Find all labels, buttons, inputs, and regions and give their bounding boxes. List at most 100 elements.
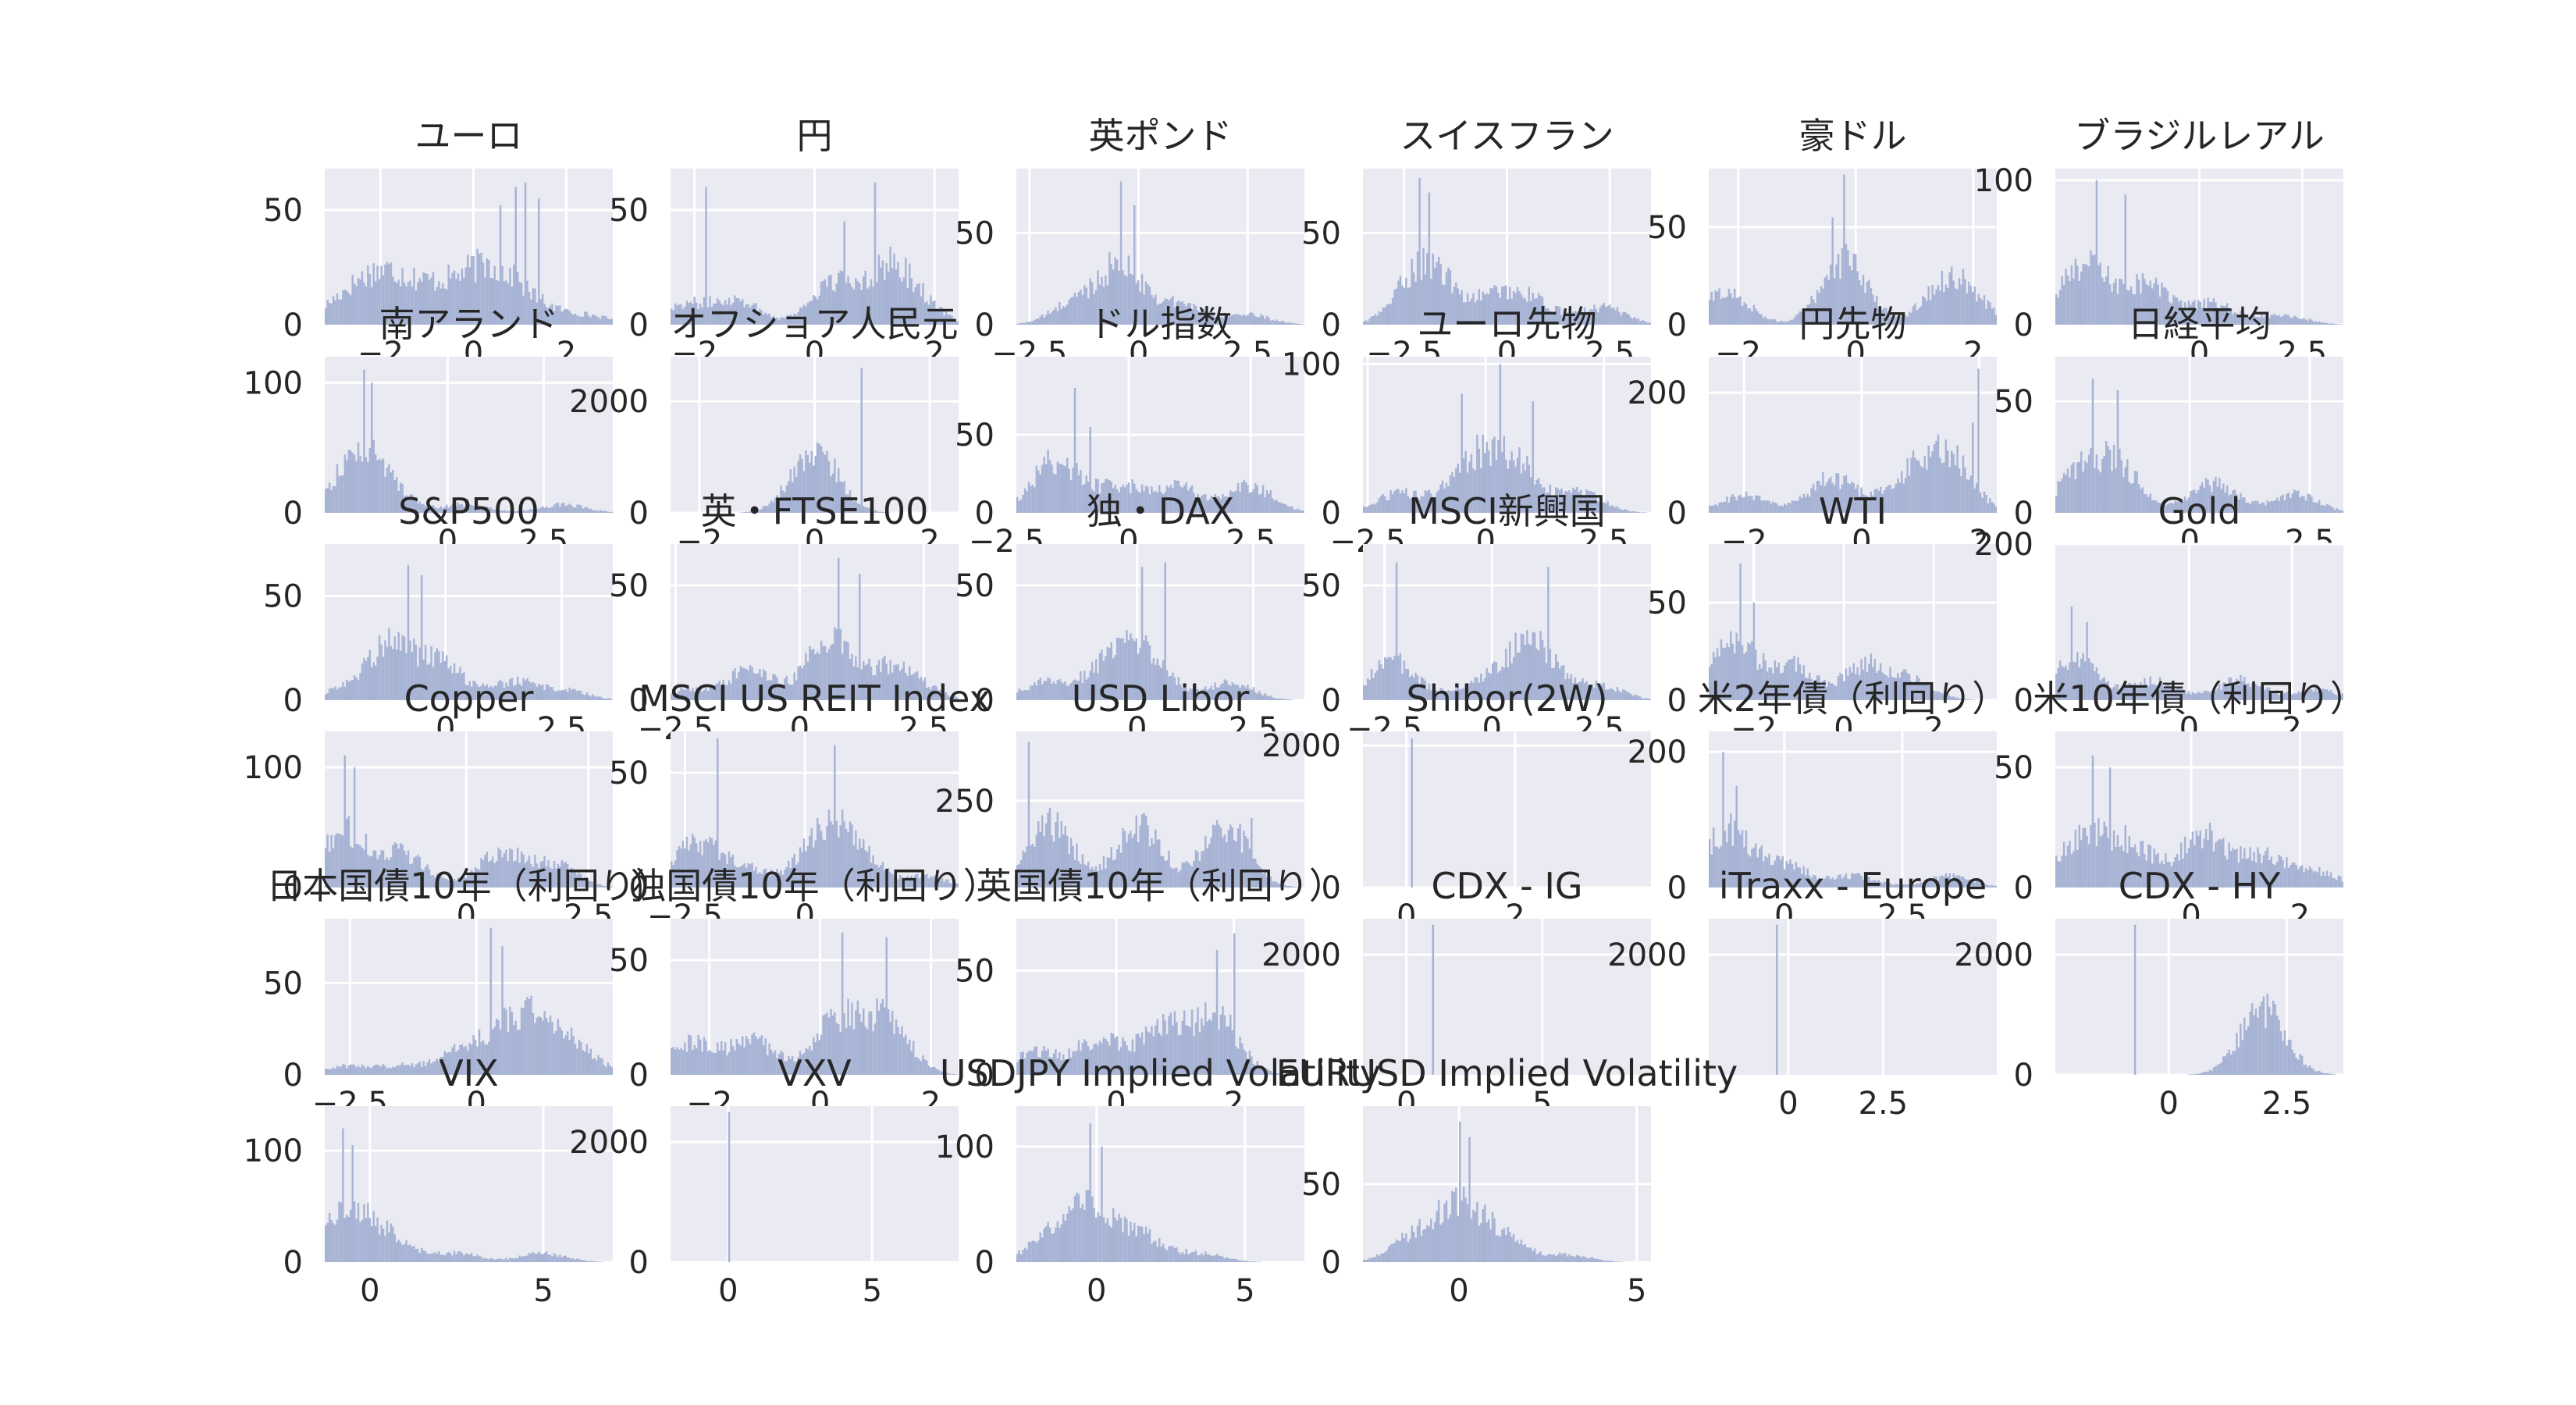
histogram-bar [1582,1256,1584,1262]
histogram-bar [363,849,365,887]
histogram-bar [461,1044,464,1075]
histogram-bar [325,1069,327,1075]
histogram-bar [941,878,944,887]
histogram-bar [355,678,358,700]
histogram-bar [2261,314,2263,325]
histogram-bar [695,302,698,325]
histogram-bar [572,1035,575,1075]
histogram-bar [2316,322,2319,325]
histogram-bar [1933,690,1936,700]
histogram-bar [557,1257,560,1262]
histogram-bar [1202,688,1205,700]
histogram-bar [2183,496,2186,513]
histogram-bar [1424,274,1427,325]
histogram-bar [2243,1017,2246,1075]
histogram-bar [1981,300,1984,325]
histogram-bar [2311,689,2313,700]
histogram-bar [1969,475,1973,513]
histogram-bar [482,683,485,700]
histogram-bar [1176,867,1178,887]
histogram-bar [1906,316,1909,325]
y-tick-label: 50 [1647,585,1687,621]
histogram-bar [1620,692,1623,700]
histogram-bar [1470,298,1473,325]
histogram-bar [767,1055,769,1075]
histogram-bar [709,837,711,887]
histogram-bar [1112,269,1115,325]
histogram-bar [2220,489,2223,513]
histogram-bar [1162,660,1165,700]
histogram-bar [1512,291,1515,325]
histogram-bar [1052,1053,1055,1075]
histogram-bar [868,508,870,513]
histogram-bar [1872,495,1874,513]
histogram-bar [401,483,404,513]
histogram-bar [824,454,827,513]
histogram-bar [1749,308,1752,325]
histogram-bar [2128,290,2130,325]
histogram-bar [951,315,953,325]
histogram-bar [772,316,774,325]
histogram-bar [1733,820,1736,887]
histogram-bar [1285,885,1287,887]
histogram-bar [2308,688,2311,700]
histogram-bar [463,1047,465,1075]
histogram-bar [524,1256,527,1262]
histogram-bar [566,863,569,887]
histogram-bar [1137,1033,1140,1075]
histogram-bar [461,503,464,513]
histogram-bar [1391,660,1394,700]
histogram-bar [518,281,521,325]
x-tick-label: 2.5 [1859,1086,1909,1122]
histogram-bar [1620,509,1623,513]
histogram-bar [1528,1247,1531,1262]
histogram-bar [1730,631,1732,700]
histogram-bar [1601,503,1603,513]
histogram-bar [948,1073,952,1075]
histogram-bar [912,1040,915,1075]
histogram-bar [1964,467,1966,513]
histogram-bar [672,691,674,700]
histogram-bar [1576,311,1578,325]
histogram-bar [1576,486,1578,513]
histogram-bar [2300,691,2304,700]
histogram-bar [1741,497,1744,513]
histogram-bar [488,862,490,887]
histogram-bar [901,668,903,700]
histogram-bar [2057,481,2059,513]
histogram-bar [2300,865,2304,887]
histogram-bar [2339,510,2342,513]
histogram-bar [557,502,560,513]
histogram-bar [799,847,802,887]
histogram-bar [1027,1051,1030,1075]
histogram-bar [923,678,927,700]
histogram-bar [426,1253,429,1262]
histogram-bar [1958,468,1961,513]
histogram-bar [468,504,471,513]
histogram-bar [1302,510,1304,513]
histogram-bar [1606,689,1609,700]
histogram-bar [1610,505,1613,513]
histogram-bar [1251,1056,1253,1075]
histogram-bar [952,695,955,700]
histogram-bar [814,654,817,700]
histogram-bar [439,663,443,700]
histogram-bar [1439,484,1442,513]
histogram-bar [2057,668,2059,700]
histogram-bar [1993,503,1995,513]
histogram-bar [2095,846,2098,887]
histogram-bar [1080,1208,1082,1262]
histogram-bar [568,873,571,887]
histogram-bar [2233,312,2236,325]
histogram-bar [1091,1197,1094,1262]
histogram-bar [1164,1020,1166,1075]
histogram-bar [610,511,613,513]
histogram-bar [1169,298,1172,325]
histogram-bar [2179,842,2183,887]
histogram-bar [405,495,407,513]
histogram-bar [1579,308,1582,325]
histogram-bar [860,1022,863,1075]
histogram-bar [434,1252,436,1262]
histogram-bar [1512,460,1515,513]
histogram-bar [789,868,792,887]
